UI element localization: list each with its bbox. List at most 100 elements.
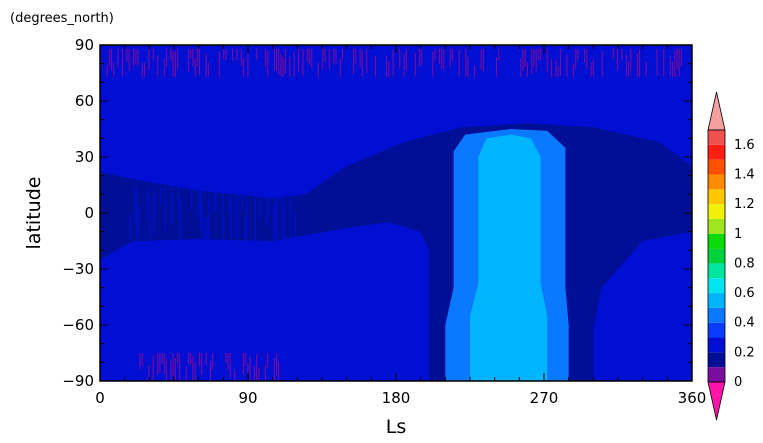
noise-streak bbox=[188, 48, 190, 72]
noise-streak bbox=[278, 48, 280, 75]
noise-streak bbox=[559, 48, 561, 76]
noise-streak bbox=[161, 353, 163, 364]
x-axis-title: Ls bbox=[386, 416, 406, 438]
noise-streak bbox=[152, 48, 154, 61]
y-tick-label: −30 bbox=[62, 260, 94, 278]
colorbar-label: 0.4 bbox=[734, 316, 755, 331]
noise-streak bbox=[522, 48, 524, 71]
noise-streak bbox=[176, 353, 178, 363]
noise-streak bbox=[586, 48, 588, 70]
noise-streak bbox=[139, 353, 141, 369]
noise-streak bbox=[245, 353, 247, 366]
noise-streak bbox=[153, 186, 155, 239]
noise-streak bbox=[235, 186, 237, 238]
noise-streak bbox=[201, 353, 203, 375]
colorbar-segment bbox=[708, 263, 725, 279]
noise-streak bbox=[399, 48, 401, 69]
colorbar-frame bbox=[707, 129, 726, 383]
y-axis-title: latitude bbox=[23, 177, 45, 250]
noise-streak bbox=[498, 48, 500, 61]
noise-streak bbox=[111, 48, 113, 71]
noise-streak bbox=[663, 49, 665, 77]
noise-streak bbox=[452, 48, 454, 61]
noise-streak bbox=[246, 188, 248, 240]
y-tick-label: 60 bbox=[75, 92, 94, 110]
noise-streak bbox=[617, 48, 619, 70]
noise-band-2 bbox=[129, 186, 296, 240]
noise-streak bbox=[441, 48, 443, 69]
x-tick-label: 0 bbox=[95, 389, 105, 407]
noise-streak bbox=[674, 51, 676, 77]
noise-streak bbox=[590, 62, 592, 77]
x-tick-label: 180 bbox=[382, 389, 411, 407]
noise-streak bbox=[284, 48, 286, 74]
noise-streak bbox=[639, 49, 641, 77]
noise-streak bbox=[281, 186, 283, 239]
colorbar-segment bbox=[708, 233, 725, 249]
colorbar-segment bbox=[708, 204, 725, 219]
noise-streak bbox=[577, 48, 579, 61]
noise-streak bbox=[222, 190, 224, 240]
noise-streak bbox=[628, 61, 630, 77]
noise-streak bbox=[117, 48, 119, 68]
noise-streak bbox=[342, 48, 344, 61]
noise-streak bbox=[242, 353, 244, 375]
colorbar: 0 0.2 0.4 0.6 0.8 1 1.2 1.4 1.6 bbox=[707, 91, 755, 421]
noise-streak bbox=[172, 51, 174, 77]
colorbar-label: 0.6 bbox=[734, 286, 755, 301]
noise-streak bbox=[526, 62, 528, 77]
colorbar-label: 1 bbox=[734, 227, 742, 242]
noise-streak bbox=[293, 52, 295, 77]
colorbar-under-triangle bbox=[707, 381, 726, 421]
y-tick-label: 30 bbox=[75, 148, 94, 166]
noise-streak bbox=[645, 61, 647, 77]
noise-streak bbox=[174, 51, 176, 77]
noise-streak bbox=[414, 53, 416, 77]
noise-streak bbox=[280, 54, 282, 77]
noise-streak bbox=[157, 55, 159, 77]
noise-streak bbox=[152, 355, 154, 381]
noise-streak bbox=[546, 48, 548, 72]
noise-streak bbox=[386, 55, 388, 77]
noise-streak bbox=[465, 48, 467, 77]
noise-streak bbox=[212, 353, 214, 370]
noise-streak bbox=[317, 62, 319, 77]
noise-streak bbox=[106, 65, 108, 77]
noise-streak bbox=[573, 63, 575, 77]
noise-streak bbox=[322, 48, 324, 70]
noise-streak bbox=[276, 48, 278, 71]
noise-streak bbox=[267, 353, 269, 369]
noise-streak bbox=[306, 48, 308, 62]
noise-streak bbox=[290, 194, 292, 240]
noise-streak bbox=[208, 196, 210, 240]
noise-streak bbox=[141, 353, 143, 366]
noise-streak bbox=[282, 57, 284, 77]
contour-fill bbox=[100, 45, 692, 381]
noise-streak bbox=[144, 62, 146, 77]
noise-streak bbox=[289, 56, 291, 77]
noise-streak bbox=[283, 189, 285, 240]
colorbar-segment bbox=[708, 367, 725, 382]
colorbar-segment bbox=[708, 307, 725, 323]
noise-streak bbox=[141, 62, 143, 77]
colorbar-label: 0.2 bbox=[734, 345, 755, 360]
noise-streak bbox=[294, 212, 296, 240]
noise-streak bbox=[166, 48, 168, 67]
noise-streak bbox=[243, 58, 245, 77]
noise-streak bbox=[540, 48, 542, 60]
noise-streak bbox=[163, 58, 165, 77]
noise-band-0 bbox=[100, 48, 682, 77]
noise-streak bbox=[249, 356, 251, 381]
noise-streak bbox=[197, 186, 199, 221]
noise-streak bbox=[388, 61, 390, 77]
noise-streak bbox=[122, 48, 124, 77]
noise-streak bbox=[375, 56, 377, 77]
noise-streak bbox=[157, 353, 159, 375]
noise-streak bbox=[355, 48, 357, 64]
noise-streak bbox=[467, 56, 469, 77]
noise-streak bbox=[482, 48, 484, 72]
noise-streak bbox=[273, 358, 275, 381]
noise-streak bbox=[458, 49, 460, 77]
noise-streak bbox=[160, 186, 162, 206]
noise-streak bbox=[113, 62, 115, 77]
